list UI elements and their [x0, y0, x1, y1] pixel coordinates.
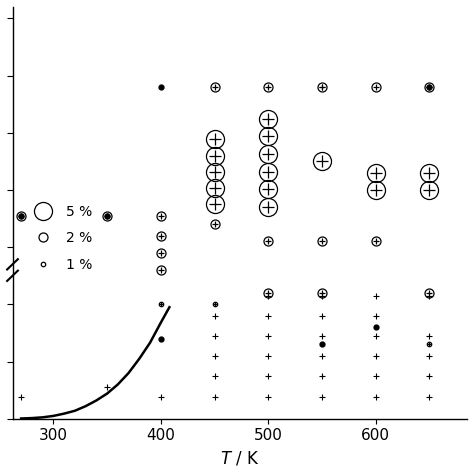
X-axis label: $T$ / K: $T$ / K — [220, 449, 260, 467]
Legend: 5 %, 2 %, 1 %: 5 %, 2 %, 1 % — [24, 199, 98, 277]
